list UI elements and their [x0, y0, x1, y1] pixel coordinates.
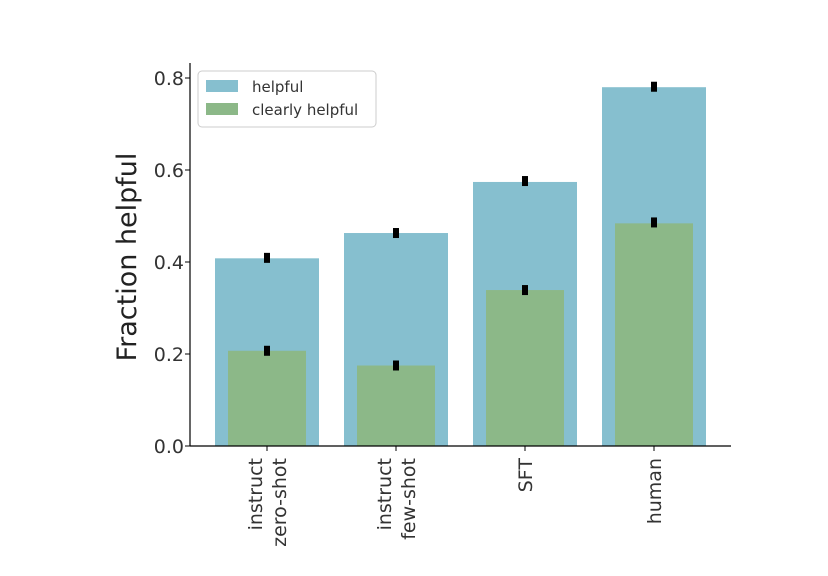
- legend-label: helpful: [252, 78, 303, 96]
- helpful-error-mark: [264, 252, 270, 263]
- y-tick-label: 0.8: [154, 68, 184, 90]
- bars-layer: [215, 87, 706, 446]
- x-tick-label: instruct: [374, 458, 396, 530]
- clearly-helpful-bar: [357, 365, 435, 446]
- x-tick-label: zero-shot: [269, 458, 291, 547]
- legend-swatch: [206, 103, 238, 115]
- y-tick-label: 0.2: [154, 344, 184, 366]
- clearly-helpful-bar: [228, 350, 306, 446]
- y-axis-title: Fraction helpful: [112, 153, 143, 362]
- x-tick-label: instruct: [245, 458, 267, 530]
- clearly-helpful-error-mark: [651, 217, 657, 228]
- legend-label: clearly helpful: [252, 101, 358, 119]
- y-tick-label: 0.4: [154, 252, 184, 274]
- x-tick-label: SFT: [515, 458, 537, 493]
- clearly-helpful-bar: [486, 290, 564, 446]
- clearly-helpful-error-mark: [522, 285, 528, 296]
- legend: helpful clearly helpful: [197, 70, 377, 128]
- x-tick-label: few-shot: [398, 458, 420, 540]
- x-tick-label: human: [644, 458, 666, 524]
- error-marks-layer: [264, 81, 657, 371]
- clearly-helpful-error-mark: [393, 360, 399, 371]
- clearly-helpful-error-mark: [264, 345, 270, 356]
- legend-frame: [197, 70, 377, 128]
- x-ticks: instruct zero-shot instruct few-shot SFT huma…: [245, 446, 666, 547]
- helpful-error-mark: [522, 176, 528, 187]
- clearly-helpful-bar: [615, 223, 693, 446]
- axes: [189, 63, 731, 447]
- y-tick-label: 0.6: [154, 160, 184, 182]
- helpful-error-mark: [651, 81, 657, 92]
- helpful-error-mark: [393, 228, 399, 239]
- y-tick-label: 0.0: [154, 436, 184, 458]
- y-ticks: 0.0 0.2 0.4 0.6 0.8: [154, 68, 190, 458]
- legend-swatch: [206, 80, 238, 92]
